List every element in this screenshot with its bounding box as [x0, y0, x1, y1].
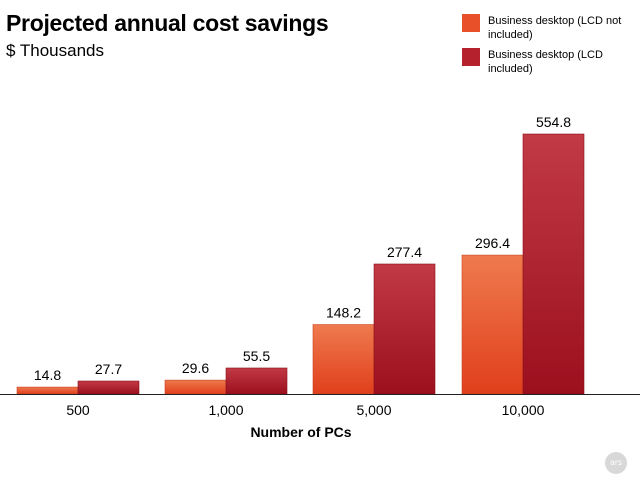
value-label-lcd-not-included-3: 296.4	[475, 235, 510, 251]
x-tick-label-0: 500	[66, 402, 90, 418]
legend-swatch-lcd-not-included	[462, 14, 480, 32]
ars-logo: ars	[605, 452, 627, 474]
value-label-lcd-not-included-2: 148.2	[326, 305, 361, 321]
bar-lcd-included-2	[373, 263, 436, 395]
x-tick-label-1: 1,000	[208, 402, 243, 418]
bar-lcd-not-included-3	[461, 254, 524, 395]
chart-subtitle: $ Thousands	[6, 41, 104, 60]
x-axis-title: Number of PCs	[250, 424, 351, 440]
legend: Business desktop (LCD not included) Busi…	[462, 14, 638, 82]
value-label-lcd-included-1: 55.5	[243, 348, 270, 364]
chart-title: Projected annual cost savings	[6, 10, 329, 36]
legend-label-lcd-included: Business desktop (LCD included)	[488, 49, 603, 75]
x-tick-label-3: 10,000	[502, 402, 545, 418]
bar-lcd-included-0	[77, 380, 140, 395]
value-label-lcd-included-3: 554.8	[536, 114, 571, 130]
value-label-lcd-included-2: 277.4	[387, 244, 422, 260]
bar-lcd-included-1	[225, 367, 288, 395]
bar-lcd-not-included-0	[16, 386, 79, 395]
value-label-lcd-not-included-1: 29.6	[182, 360, 209, 376]
x-tick-label-2: 5,000	[356, 402, 391, 418]
value-label-lcd-included-0: 27.7	[95, 361, 122, 377]
bar-lcd-not-included-2	[312, 324, 375, 395]
value-labels-group: 14.8 27.7 29.6 55.5 148.2 277.4 296.4 554.8	[34, 114, 571, 383]
legend-label-lcd-not-included: Business desktop (LCD not included)	[488, 15, 622, 41]
value-label-lcd-not-included-0: 14.8	[34, 367, 61, 383]
x-tick-labels-group: 500 1,000 5,000 10,000	[66, 402, 544, 418]
bar-lcd-not-included-1	[164, 379, 227, 395]
legend-swatch-lcd-included	[462, 48, 480, 66]
legend-item-lcd-included: Business desktop (LCD included)	[462, 48, 638, 76]
legend-item-lcd-not-included: Business desktop (LCD not included)	[462, 14, 638, 42]
bar-lcd-included-3	[522, 133, 585, 395]
bars-group	[16, 133, 585, 395]
